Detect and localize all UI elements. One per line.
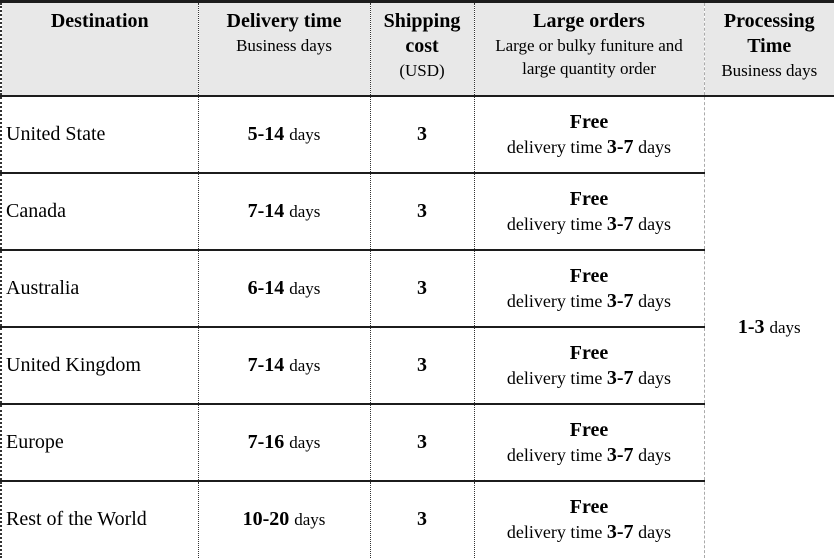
free-prefix: delivery time [506,213,603,234]
free-range: 3-7 [606,212,634,235]
free-range: 3-7 [606,366,634,389]
free-delivery-time: delivery time 3-7 days [475,135,704,160]
delivery-unit: days [289,432,321,452]
delivery-time-cell: 10-20 days [198,480,371,558]
free-unit: days [638,444,672,465]
free-range: 3-7 [606,289,634,312]
large-orders-cell: Free delivery time 3-7 days [474,249,705,328]
free-unit: days [638,213,672,234]
free-prefix: delivery time [506,290,603,311]
delivery-time-cell: 5-14 days [198,95,371,174]
header-row: Destination Delivery time Business days … [1,1,834,97]
table-row-canada: Canada 7-14 days 3 Free delivery time 3-… [1,172,834,251]
free-range: 3-7 [606,135,634,158]
col-header-delivery-time: Delivery time Business days [198,1,371,97]
header-subtitle-processing-time: Business days [721,61,818,80]
table-row-united-state: United State 5-14 days 3 Free delivery t… [1,95,834,338]
free-range: 3-7 [606,521,634,544]
delivery-unit: days [289,201,321,221]
free-label: Free [569,187,609,210]
header-subtitle-large-orders: Large or bulky funiture and large quanti… [495,36,683,78]
destination-cell: Europe [1,403,199,482]
large-orders-cell: Free delivery time 3-7 days [474,403,705,482]
processing-time-cell: 1-3 days [704,96,834,558]
large-orders-cell: Free delivery time 3-7 days [474,326,705,405]
header-subtitle-shipping-cost: (USD) [399,61,445,80]
free-label: Free [569,496,609,519]
free-prefix: delivery time [506,136,603,157]
destination-cell: Australia [1,249,199,328]
free-delivery-time: delivery time 3-7 days [475,443,704,468]
header-title-delivery-time: Delivery time [226,10,342,32]
header-subtitle-delivery-time: Business days [236,36,332,55]
delivery-time-cell: 7-14 days [198,172,371,251]
free-prefix: delivery time [506,444,603,465]
shipping-cost-cell: 3 [370,172,475,251]
delivery-range: 6-14 [247,276,285,299]
free-label: Free [569,264,609,287]
destination-cell: Rest of the World [1,480,199,558]
free-label: Free [569,341,609,364]
delivery-range: 7-16 [247,430,285,453]
table-row-rest-of-the-world: Rest of the World 10-20 days 3 Free deli… [1,480,834,558]
table-row-europe: Europe 7-16 days 3 Free delivery time 3-… [1,403,834,482]
delivery-range: 5-14 [247,122,285,145]
col-header-processing-time: Processing Time Business days [704,1,834,97]
large-orders-cell: Free delivery time 3-7 days [474,480,705,558]
free-delivery-time: delivery time 3-7 days [475,289,704,314]
delivery-unit: days [294,510,326,530]
delivery-range: 7-14 [247,199,285,222]
free-delivery-time: delivery time 3-7 days [475,520,704,545]
processing-unit: days [769,317,801,337]
free-delivery-time: delivery time 3-7 days [475,212,704,237]
delivery-time-cell: 6-14 days [198,249,371,328]
header-title-processing-time: Processing Time [723,10,815,57]
destination-cell: United Kingdom [1,326,199,405]
free-unit: days [638,136,672,157]
free-prefix: delivery time [506,367,603,388]
delivery-time-cell: 7-16 days [198,403,371,482]
col-header-shipping-cost: Shipping cost (USD) [370,1,475,97]
free-unit: days [638,522,672,543]
processing-range: 1-3 [737,315,765,338]
large-orders-cell: Free delivery time 3-7 days [474,172,705,251]
delivery-time-cell: 7-14 days [198,326,371,405]
header-title-large-orders: Large orders [533,10,645,32]
free-range: 3-7 [606,443,634,466]
col-header-destination: Destination [1,1,199,97]
header-title-shipping-cost: Shipping cost [383,10,461,57]
free-unit: days [638,290,672,311]
delivery-unit: days [289,124,321,144]
free-label: Free [569,110,609,133]
col-header-large-orders: Large orders Large or bulky funiture and… [474,1,705,97]
shipping-cost-cell: 3 [370,249,475,328]
free-unit: days [638,367,672,388]
shipping-cost-cell: 3 [370,403,475,482]
header-title-destination: Destination [50,10,149,32]
shipping-cost-cell: 3 [370,326,475,405]
delivery-range: 10-20 [242,508,290,531]
free-label: Free [569,418,609,441]
large-orders-cell: Free delivery time 3-7 days [474,95,705,174]
free-delivery-time: delivery time 3-7 days [475,366,704,391]
shipping-cost-cell: 3 [370,480,475,558]
free-prefix: delivery time [506,522,603,543]
table-row-australia: Australia 6-14 days 3 Free delivery time… [1,249,834,328]
destination-cell: Canada [1,172,199,251]
delivery-unit: days [289,355,321,375]
delivery-unit: days [289,278,321,298]
delivery-range: 7-14 [247,353,285,376]
table-row-united-kingdom: United Kingdom 7-14 days 3 Free delivery… [1,326,834,405]
shipping-cost-cell: 3 [370,95,475,174]
destination-cell: United State [1,95,199,174]
